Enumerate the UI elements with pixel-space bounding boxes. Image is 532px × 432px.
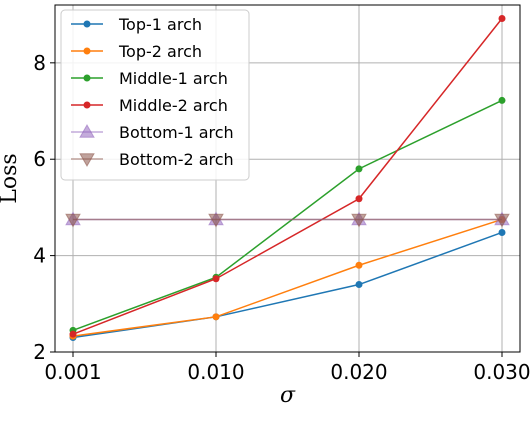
- data-point: [498, 96, 506, 104]
- y-axis-label: Loss: [0, 153, 22, 203]
- data-point: [351, 213, 367, 228]
- data-point: [494, 213, 510, 228]
- y-tick-label: 6: [33, 147, 46, 171]
- legend-label: Middle-1 arch: [119, 69, 228, 88]
- legend-marker: [79, 123, 95, 138]
- legend-label: Bottom-2 arch: [119, 150, 234, 169]
- legend-item: Bottom-1 arch: [71, 123, 234, 142]
- legend-item: Middle-2 arch: [71, 96, 228, 115]
- data-point: [498, 228, 506, 236]
- data-point: [355, 165, 363, 173]
- plot-frame: [54, 4, 521, 353]
- series-line: [72, 231, 503, 339]
- data-point: [208, 213, 224, 228]
- data-point: [65, 213, 81, 228]
- series-line: [72, 18, 503, 335]
- data-point: [355, 195, 363, 203]
- y-tick-label: 4: [33, 244, 46, 268]
- legend-item: Middle-1 arch: [71, 69, 228, 88]
- x-tick-label: 0.010: [187, 360, 244, 384]
- legend-item: Top-2 arch: [71, 42, 202, 61]
- legend-item: Bottom-2 arch: [71, 150, 234, 169]
- data-point: [355, 281, 363, 289]
- legend-marker: [83, 20, 91, 28]
- legend-marker: [83, 101, 91, 109]
- x-tick-label: 0.001: [44, 360, 101, 384]
- data-point: [498, 14, 506, 22]
- x-tick-label: 0.030: [473, 360, 530, 384]
- legend: Top-1 arch Top-2 arch Middle-1 arch Middle-…: [60, 9, 250, 181]
- series-middle-2-arch: [69, 14, 506, 338]
- legend-marker: [79, 153, 95, 168]
- legend-box: [60, 9, 250, 181]
- data-point: [212, 313, 220, 321]
- legend-label: Top-1 arch: [118, 15, 202, 34]
- data-point: [69, 330, 77, 338]
- legend-item: Top-1 arch: [71, 15, 202, 34]
- series-layer: [65, 14, 510, 342]
- legend-label: Middle-2 arch: [119, 96, 228, 115]
- series-line: [72, 99, 503, 332]
- x-axis-label: σ: [280, 383, 296, 408]
- y-tick-label: 2: [33, 340, 46, 364]
- legend-label: Bottom-1 arch: [119, 123, 234, 142]
- series-top-2-arch: [69, 215, 506, 340]
- legend-marker: [83, 47, 91, 55]
- series-top-1-arch: [69, 228, 506, 342]
- data-point: [355, 261, 363, 269]
- legend-marker: [83, 74, 91, 82]
- series-line: [72, 218, 503, 337]
- x-tick-label: 0.020: [330, 360, 387, 384]
- series-bottom-2-arch: [65, 213, 510, 228]
- tick-labels: 0.001 0.010 0.020 0.030 2 4 6 8: [33, 51, 530, 384]
- data-point: [212, 275, 220, 283]
- y-tick-label: 8: [33, 51, 46, 75]
- legend-label: Top-2 arch: [118, 42, 202, 61]
